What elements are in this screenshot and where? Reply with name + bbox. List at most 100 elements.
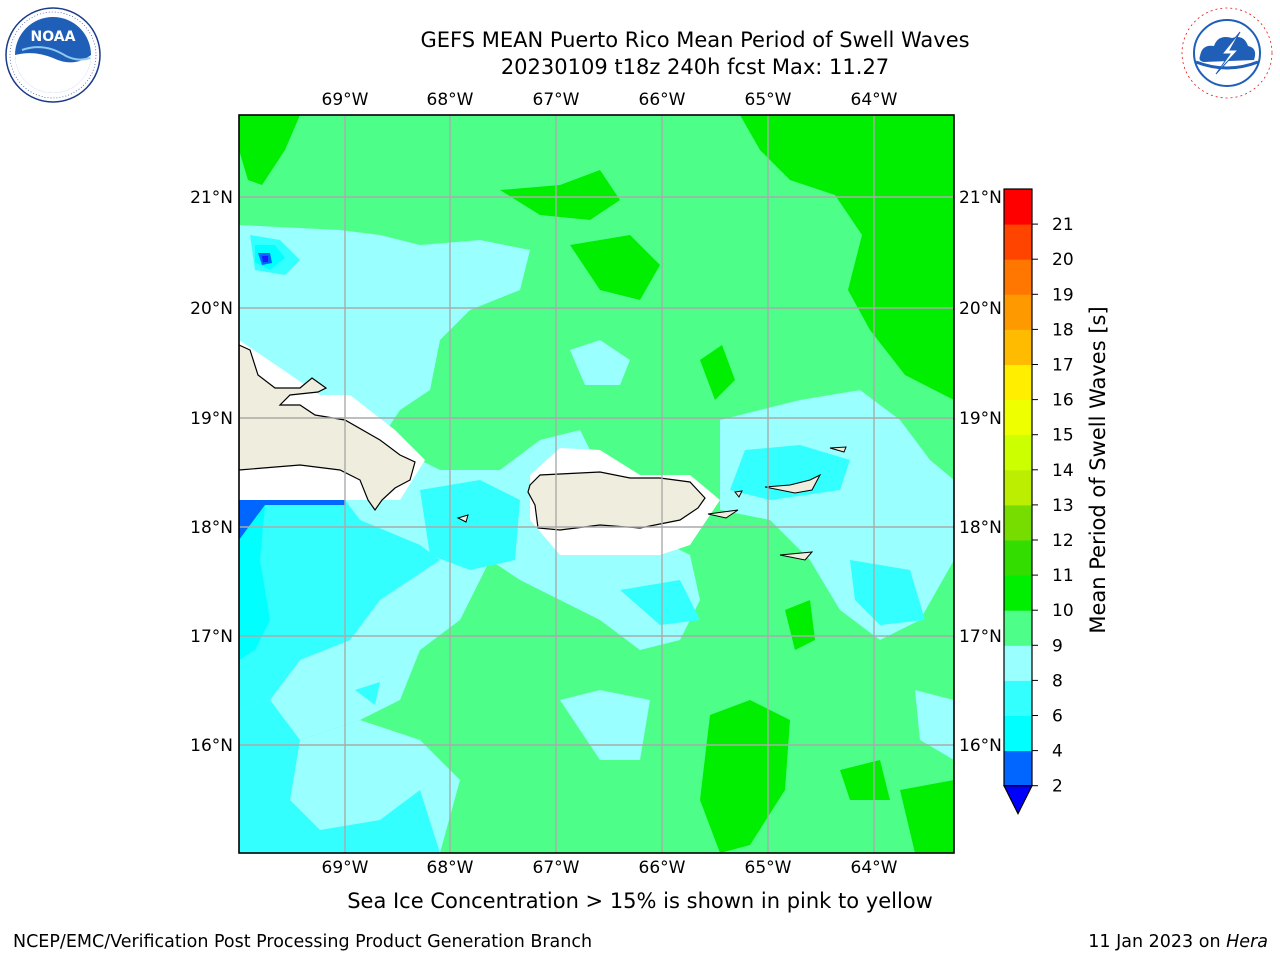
contour-lightcyan-w bbox=[239, 225, 700, 750]
colorbar-segment bbox=[1004, 259, 1032, 295]
contour-green-ne bbox=[740, 115, 954, 400]
lat-labels-left: 21°N 20°N 19°N 18°N 17°N 16°N bbox=[190, 188, 233, 756]
colorbar-segment bbox=[1004, 610, 1032, 646]
island-small-1 bbox=[734, 490, 743, 498]
contour-green-center bbox=[570, 235, 660, 300]
colorbar-segment bbox=[1004, 399, 1032, 436]
colorbar-segment bbox=[1004, 469, 1032, 506]
colorbar-tick-label: 2 bbox=[1052, 777, 1063, 797]
contour-green-se4 bbox=[900, 780, 954, 853]
colorbar-segment bbox=[1004, 364, 1032, 401]
colorbar-segment bbox=[1004, 294, 1032, 330]
colorbar-tick-label: 8 bbox=[1052, 671, 1063, 691]
lon-label: 68°W bbox=[427, 858, 474, 878]
colorbar-segment bbox=[1004, 750, 1032, 787]
contour-lightcyan-se bbox=[915, 690, 954, 760]
contour-lightcyan-mid bbox=[570, 340, 630, 385]
footer-date: 11 Jan 2023 on Hera bbox=[1088, 932, 1268, 952]
lat-label: 16°N bbox=[190, 736, 233, 756]
colorbar-tick-label: 9 bbox=[1052, 636, 1063, 656]
lat-label: 18°N bbox=[959, 518, 1002, 538]
island-vieques bbox=[707, 509, 739, 519]
contour-green-se3 bbox=[840, 760, 890, 800]
colorbar-segment bbox=[1004, 645, 1032, 681]
colorbar-segment bbox=[1004, 575, 1032, 611]
contour-green-nw bbox=[239, 115, 300, 185]
colorbar-tick-label: 14 bbox=[1052, 461, 1074, 481]
colorbar-tick-label: 16 bbox=[1052, 391, 1074, 411]
lon-label: 69°W bbox=[322, 90, 369, 110]
colorbar-segment bbox=[1004, 434, 1032, 471]
footer-machine: Hera bbox=[1226, 932, 1268, 952]
island-st-croix bbox=[779, 551, 814, 561]
noaa-logo-text: NOAA bbox=[31, 29, 76, 45]
swell-period-field bbox=[239, 115, 954, 853]
lon-label: 65°W bbox=[745, 90, 792, 110]
contour-lightcyan-s bbox=[239, 720, 460, 853]
contour-cyan-small bbox=[355, 682, 380, 705]
contour-aqua-w bbox=[239, 505, 270, 660]
lon-label: 64°W bbox=[851, 858, 898, 878]
footer-credit: NCEP/EMC/Verification Post Processing Pr… bbox=[13, 932, 593, 952]
contour-blue-nw bbox=[258, 253, 272, 265]
colorbar-segment bbox=[1004, 540, 1032, 576]
contour-cyan-e bbox=[730, 445, 850, 500]
lat-label: 20°N bbox=[959, 299, 1002, 319]
lat-label: 19°N bbox=[190, 409, 233, 429]
gridlines bbox=[239, 115, 954, 853]
land-hispaniola bbox=[239, 344, 416, 512]
lon-label: 66°W bbox=[639, 90, 686, 110]
lon-labels-top: 69°W 68°W 67°W 66°W 65°W 64°W bbox=[322, 90, 898, 110]
colorbar-segment bbox=[1004, 715, 1032, 752]
colorbar-tick-label: 11 bbox=[1052, 566, 1074, 586]
lat-labels-right: 21°N 20°N 19°N 18°N 17°N 16°N bbox=[959, 188, 1002, 756]
lat-label: 21°N bbox=[190, 188, 233, 208]
colorbar-tick-label: 17 bbox=[1052, 356, 1074, 376]
island-mona bbox=[456, 514, 469, 523]
lat-label: 20°N bbox=[190, 299, 233, 319]
colorbar-segment bbox=[1004, 224, 1032, 260]
colorbar-label: Mean Period of Swell Waves [s] bbox=[1086, 306, 1110, 633]
contour-green-s bbox=[785, 600, 815, 650]
contour-green-n bbox=[500, 170, 620, 220]
colorbar-tick-label: 12 bbox=[1052, 531, 1074, 551]
contour-green-se1 bbox=[795, 490, 835, 545]
chart-title: GEFS MEAN Puerto Rico Mean Period of Swe… bbox=[420, 28, 970, 52]
lon-label: 69°W bbox=[322, 858, 369, 878]
lon-label: 64°W bbox=[851, 90, 898, 110]
noaa-logo: NOAA bbox=[5, 7, 101, 103]
lat-label: 16°N bbox=[959, 736, 1002, 756]
lon-label: 68°W bbox=[427, 90, 474, 110]
contour-cyan-se bbox=[850, 560, 925, 625]
colorbar-segment bbox=[1004, 329, 1032, 365]
contour-cyan-nw bbox=[250, 235, 300, 275]
lat-label: 17°N bbox=[190, 627, 233, 647]
colorbar-tick-label: 13 bbox=[1052, 496, 1074, 516]
colorbar-segment bbox=[1004, 504, 1032, 541]
contour-cyan-s bbox=[239, 700, 440, 853]
colorbar-segment bbox=[1004, 680, 1032, 716]
footer-date-text: 11 Jan 2023 on bbox=[1088, 932, 1221, 952]
colorbar-tick-label: 21 bbox=[1052, 215, 1074, 235]
map-frame bbox=[238, 114, 955, 854]
field-base bbox=[239, 115, 954, 853]
lon-label: 66°W bbox=[639, 858, 686, 878]
sea-ice-note: Sea Ice Concentration > 15% is shown in … bbox=[347, 889, 933, 913]
colorbar: 2 4 6 8 9 10 11 12 13 14 15 16 17 18 19 20 21 bbox=[1003, 188, 1074, 816]
contour-lightcyan-s2 bbox=[560, 690, 650, 760]
colorbar-tick-label: 6 bbox=[1052, 707, 1063, 727]
colorbar-segment bbox=[1004, 189, 1032, 225]
contour-lightcyan-e bbox=[720, 390, 954, 640]
lat-label: 18°N bbox=[190, 518, 233, 538]
colorbar-tick-label: 19 bbox=[1052, 285, 1074, 305]
lat-label: 21°N bbox=[959, 188, 1002, 208]
lon-labels-bottom: 69°W 68°W 67°W 66°W 65°W 64°W bbox=[322, 858, 898, 878]
lon-label: 67°W bbox=[533, 90, 580, 110]
lon-label: 65°W bbox=[745, 858, 792, 878]
colorbar-under-extension bbox=[1003, 785, 1033, 816]
colorbar-tick-label: 4 bbox=[1052, 742, 1063, 762]
contour-cyan-center bbox=[420, 480, 520, 570]
lat-label: 19°N bbox=[959, 409, 1002, 429]
land-puerto-rico bbox=[527, 471, 706, 531]
